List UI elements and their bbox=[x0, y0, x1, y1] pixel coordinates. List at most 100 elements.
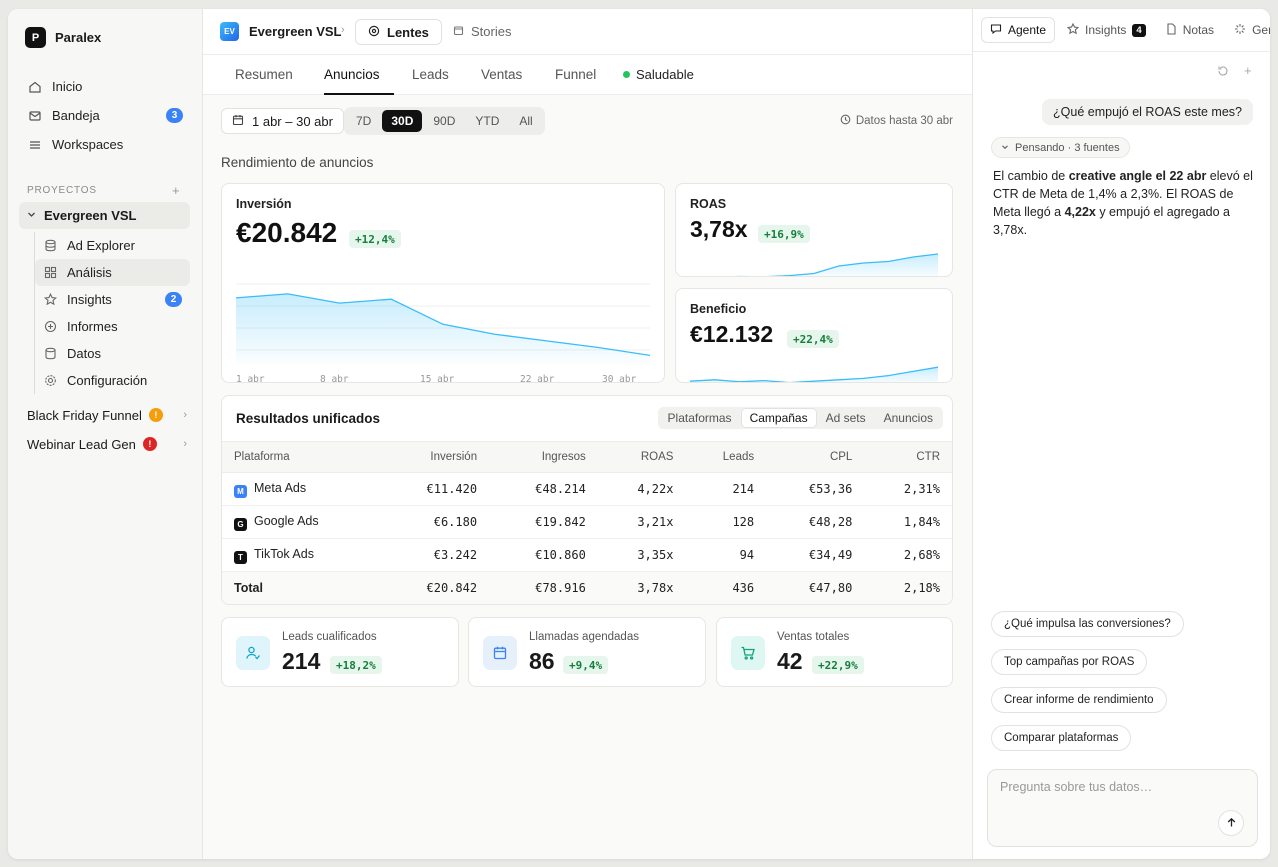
chat-composer bbox=[987, 769, 1258, 847]
main-content: EV Evergreen VSL › Lentes Stories Resume… bbox=[203, 9, 972, 859]
reply-emphasis: creative angle el 22 abr bbox=[1068, 169, 1207, 183]
table-cell: €6.180 bbox=[380, 505, 490, 539]
tab-leads[interactable]: Leads bbox=[412, 67, 449, 82]
segment-plataformas[interactable]: Plataformas bbox=[667, 411, 732, 425]
suggestion-chip[interactable]: ¿Qué impulsa las conversiones? bbox=[991, 611, 1184, 637]
subnav-analisis[interactable]: Análisis bbox=[35, 259, 190, 286]
column-header[interactable]: CPL bbox=[766, 441, 865, 473]
tab-notas[interactable]: Notas bbox=[1158, 17, 1222, 43]
subnav-insights[interactable]: Insights 2 bbox=[35, 286, 190, 313]
project-black-friday-funnel[interactable]: Black Friday Funnel ! › bbox=[27, 405, 187, 425]
subnav-informes[interactable]: Informes bbox=[35, 313, 190, 340]
column-header[interactable]: Ingresos bbox=[489, 441, 598, 473]
kpi-card-sales[interactable]: Ventas totales 42 +22,9% bbox=[716, 617, 953, 687]
send-button[interactable] bbox=[1218, 810, 1244, 836]
chevron-down-icon bbox=[1001, 142, 1009, 154]
stories-link[interactable]: Stories bbox=[453, 24, 511, 39]
kpi-label: Leads cualificados bbox=[282, 631, 377, 643]
menu-icon bbox=[28, 138, 42, 152]
suggestion-chip[interactable]: Top campañas por ROAS bbox=[991, 649, 1148, 675]
segment-ad-sets[interactable]: Ad sets bbox=[825, 411, 866, 425]
reply-text: y empujó el agregado a 3,78x. bbox=[993, 205, 1230, 237]
database-icon bbox=[43, 347, 57, 361]
kpi-delta: +18,2% bbox=[330, 656, 382, 674]
kpi-card-leads[interactable]: Leads cualificados 214 +18,2% bbox=[221, 617, 459, 687]
table-row[interactable]: G Google Ads €6.180 €19.842 3,21x 128 €48… bbox=[222, 505, 952, 539]
table-cell: 2,68% bbox=[864, 538, 952, 572]
tab-anuncios[interactable]: Anuncios bbox=[324, 67, 380, 82]
table-cell: 3,78x bbox=[597, 571, 686, 604]
metric-value: 3,78x bbox=[690, 216, 748, 242]
metric-card-inversion[interactable]: Inversión €20.842 +12,4% 1 abr 8 abr 15 ab… bbox=[221, 183, 665, 383]
suggestion-chip[interactable]: Crear informe de rendimiento bbox=[991, 687, 1167, 713]
x-tick-label: 8 abr bbox=[320, 374, 349, 383]
suggestion-chip[interactable]: Comparar plataformas bbox=[991, 725, 1132, 751]
column-header[interactable]: Plataforma bbox=[222, 441, 381, 473]
reply-text: elevó el CTR de Meta de 1,4% a 2,3%. El … bbox=[993, 169, 1253, 219]
range-ytd[interactable]: YTD bbox=[475, 114, 500, 128]
add-project-button[interactable]: + bbox=[172, 183, 180, 198]
beneficio-sparkline bbox=[690, 366, 938, 382]
range-90d[interactable]: 90D bbox=[433, 114, 456, 128]
table-cell: €48.214 bbox=[489, 472, 598, 506]
project-name: Evergreen VSL bbox=[44, 208, 137, 223]
metric-card-roas[interactable]: ROAS 3,78x +16,9% bbox=[675, 183, 953, 277]
project-subnav: Ad Explorer Análisis Insights 2 Informe bbox=[34, 232, 190, 394]
chat-input[interactable] bbox=[1000, 780, 1240, 794]
project-webinar-lead-gen[interactable]: Webinar Lead Gen ! › bbox=[27, 434, 187, 454]
tab-resumen[interactable]: Resumen bbox=[235, 67, 293, 82]
file-icon bbox=[1166, 22, 1177, 38]
range-30d[interactable]: 30D bbox=[382, 110, 423, 132]
metric-card-beneficio[interactable]: Beneficio €12.132 +22,4% bbox=[675, 288, 953, 383]
table-row[interactable]: M Meta Ads €11.420 €48.214 4,22x 214 €53,… bbox=[222, 472, 952, 506]
nav-item-inicio[interactable]: Inicio bbox=[20, 72, 191, 101]
health-label: Saludable bbox=[636, 67, 694, 82]
column-header[interactable]: CTR bbox=[864, 441, 952, 473]
tab-ventas[interactable]: Ventas bbox=[481, 67, 523, 82]
subnav-configuracion[interactable]: Configuración bbox=[35, 367, 190, 394]
new-chat-icon[interactable]: + bbox=[1244, 63, 1252, 78]
table-row[interactable]: T TikTok Ads €3.242 €10.860 3,35x 94 €34,… bbox=[222, 538, 952, 572]
date-range-button[interactable]: 1 abr – 30 abr bbox=[221, 108, 344, 134]
table-cell: 214 bbox=[685, 472, 767, 506]
history-icon[interactable] bbox=[1217, 65, 1229, 80]
clock-icon bbox=[840, 114, 851, 128]
calendar-icon bbox=[232, 114, 244, 129]
data-freshness: Datos hasta 30 abr bbox=[840, 114, 953, 128]
table-cell: €34,49 bbox=[766, 538, 865, 572]
column-header[interactable]: ROAS bbox=[597, 441, 686, 473]
main-nav: Inicio Bandeja 3 Workspaces bbox=[20, 72, 191, 159]
tab-funnel[interactable]: Funnel bbox=[555, 67, 597, 82]
projects-section-label: PROYECTOS bbox=[27, 185, 97, 196]
nav-label: Inicio bbox=[52, 79, 83, 94]
thinking-label: Pensando · 3 fuentes bbox=[1015, 141, 1120, 154]
range-7d[interactable]: 7D bbox=[356, 114, 372, 128]
breadcrumb-separator: › bbox=[341, 24, 345, 36]
tab-insights[interactable]: Insights 4 bbox=[1059, 17, 1154, 43]
kpi-card-calls[interactable]: Llamadas agendadas 86 +9,4% bbox=[468, 617, 706, 687]
range-all[interactable]: All bbox=[519, 114, 533, 128]
platform-cell: T TikTok Ads bbox=[222, 538, 381, 572]
segment-campanas[interactable]: Campañas bbox=[741, 409, 816, 427]
brand[interactable]: P Paralex bbox=[25, 27, 101, 48]
table-cell: 3,21x bbox=[597, 505, 686, 539]
column-header[interactable]: Leads bbox=[685, 441, 767, 473]
nav-item-workspaces[interactable]: Workspaces bbox=[20, 130, 191, 159]
project-evergreen-vsl[interactable]: Evergreen VSL bbox=[19, 202, 190, 229]
segment-anuncios[interactable]: Anuncios bbox=[883, 411, 933, 425]
tab-agente[interactable]: Agente bbox=[981, 17, 1056, 43]
column-header[interactable]: Inversión bbox=[380, 441, 490, 473]
table-cell: 3,35x bbox=[597, 538, 686, 572]
tab-genera[interactable]: Genera bbox=[1226, 17, 1270, 43]
table-cell: €78.916 bbox=[489, 571, 598, 604]
breadcrumb-project[interactable]: Evergreen VSL bbox=[249, 24, 342, 39]
chevron-right-icon: › bbox=[183, 409, 187, 421]
series-line bbox=[733, 253, 938, 276]
subnav-datos[interactable]: Datos bbox=[35, 340, 190, 367]
thinking-toggle[interactable]: Pensando · 3 fuentes bbox=[991, 137, 1130, 158]
metric-name: ROAS bbox=[690, 197, 727, 211]
lens-button[interactable]: Lentes bbox=[355, 19, 442, 45]
subnav-ad-explorer[interactable]: Ad Explorer bbox=[35, 232, 190, 259]
nav-item-bandeja[interactable]: Bandeja 3 bbox=[20, 101, 191, 130]
cart-icon bbox=[731, 636, 765, 670]
